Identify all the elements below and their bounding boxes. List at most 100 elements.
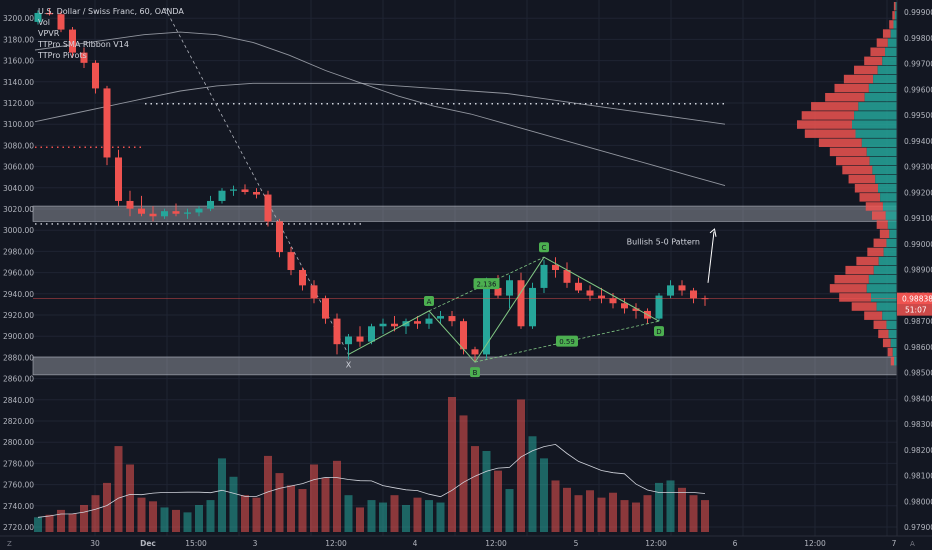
volume-bar [333,460,341,532]
volume-profile-sell [889,20,894,29]
volume-profile-sell [872,211,886,220]
candle [161,208,168,219]
candle [529,282,536,329]
candle [57,11,65,33]
volume-bar [528,436,537,532]
zoom-icon[interactable]: Z [7,540,12,548]
candle [69,27,76,58]
volume-profile-buy [880,193,897,202]
left-axis-tick-label: 3080.00 [3,141,34,150]
candle-body [310,285,318,299]
volume-profile-buy [892,347,897,357]
volume-bar [471,446,479,532]
candle [655,293,663,322]
sma-line-fast [34,31,726,187]
candle-body [552,264,559,271]
x-axis-tick-label: 12:00 [645,539,667,548]
left-axis-tick-label: 3060.00 [3,163,34,172]
volume-profile-row [878,329,897,339]
candle-body [92,62,99,89]
candle-body [195,208,203,213]
volume-profile-buy [876,302,897,311]
indicator-pivots[interactable]: TTPro Pivots [38,51,87,60]
volume-profile-sell [876,220,888,229]
volume-bar [540,458,548,532]
candle-body [586,290,594,296]
volume-profile-buy [890,29,897,38]
volume-bar [425,500,433,532]
indicator-volume[interactable]: Vol [38,18,50,27]
candle [368,323,375,345]
volume-profile-sell [801,111,855,120]
volume-profile-sell [829,147,867,157]
candle-body [253,192,260,195]
volume-profile-row [797,120,897,129]
right-axis-tick-label: 0.99400 [904,137,932,146]
volume-profile-row [864,56,897,66]
chart-legend: U.S. Dollar / Swiss Franc, 60, OANDA Vol… [38,6,184,61]
volume-profile-row [836,156,897,166]
candle-body [506,280,513,296]
volume-bar [551,480,560,532]
indicator-vpvr[interactable]: VPVR [38,29,60,38]
right-axis-tick-label: 0.98900 [904,266,932,275]
volume-bar [45,514,54,532]
left-axis-tick-label: 2780.00 [3,459,34,468]
candle-body [69,29,76,53]
candle-body [299,270,306,286]
volume-profile-sell [834,275,869,284]
candle [506,275,513,309]
candle [126,190,134,217]
candle [184,208,191,219]
candle-body [667,285,674,296]
candle [253,188,260,199]
volume-profile-buy [858,102,897,111]
candle-body [345,336,352,345]
volume-profile-sell [859,193,881,202]
volume-profile-buy [878,256,897,266]
volume-profile-buy [894,356,897,366]
ratio-label: 2.136 [476,281,497,289]
right-axis: 0.97900 0.98000 0.98100 0.98200 0.98300 0.984… [904,8,932,532]
volume-ma-line [37,443,706,518]
volume-bar [172,509,180,532]
volume-profile-row [867,247,897,257]
left-axis-tick-label: 3160.00 [3,57,34,66]
candle-body [241,189,249,192]
volume-profile-buy [872,165,897,175]
volume-profile-row [811,102,897,111]
volume-profile-buy [873,265,897,275]
auto-scale-icon[interactable]: A [910,540,915,548]
right-axis-tick-label: 0.99300 [904,163,932,172]
volume-profile-row [845,265,897,275]
volume-profile-sell [825,93,865,102]
volume-profile-row [873,320,897,329]
x-axis-tick-label: 12:00 [804,539,826,548]
candle-body [379,323,387,327]
right-axis-tick-label: 0.99500 [904,111,932,120]
indicator-sma-ribbon[interactable]: TTPro SMA Ribbon V14 [38,40,129,49]
candle-body [161,211,168,217]
volume-profile-buy [869,156,897,166]
right-axis-tick-label: 0.99900 [904,8,932,17]
candle [264,190,272,227]
candle-body [540,264,548,288]
volume-profile-row [893,2,897,11]
volume-bar [597,497,606,532]
volume-bar [252,497,261,532]
volume-bar [563,487,571,532]
right-axis-tick-label: 0.98600 [904,343,932,352]
x-axis-tick-label: 12:00 [485,539,507,548]
x-axis: 30 Dec 15:00 3 12:00 4 12:00 5 12:00 6 12:00 7 [90,539,896,548]
candle [46,8,53,16]
candle-body [356,336,364,342]
right-axis-tick-label: 0.97900 [904,523,932,532]
ratio-badge [556,335,578,347]
volume-bar [609,492,617,532]
candle [310,280,318,304]
x-axis-tick-label: 5 [574,539,579,548]
volume-bar [126,464,134,532]
volume-profile-sell [836,156,870,166]
volume-profile-sell [864,56,883,66]
